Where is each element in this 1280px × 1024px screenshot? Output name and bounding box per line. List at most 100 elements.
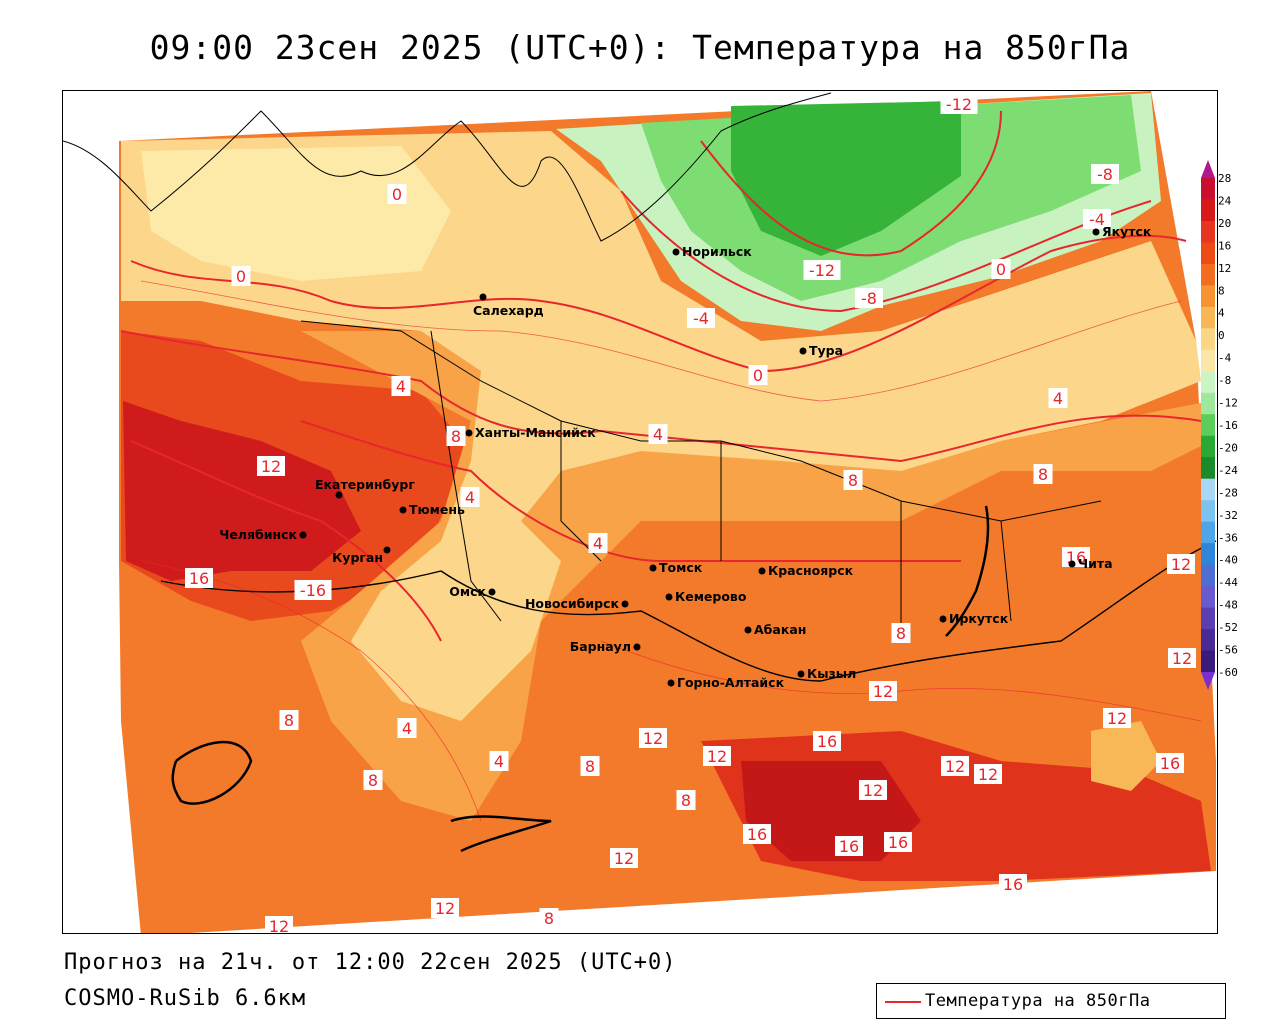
city-label: Иркутск (949, 611, 1009, 626)
colorbar-tick-label: 12 (1218, 262, 1231, 275)
city-label: Чита (1078, 556, 1113, 571)
city-label: Тура (809, 343, 843, 358)
city-marker[interactable]: Иркутск (939, 611, 1009, 626)
city-marker[interactable]: Курган (332, 546, 391, 566)
colorbar-tick-label: 24 (1218, 194, 1232, 207)
country-border (160, 540, 1217, 682)
lake-baikal (945, 505, 990, 637)
contour-label: 12 (869, 681, 897, 701)
svg-text:4: 4 (653, 425, 663, 444)
city-marker[interactable]: Томск (649, 560, 703, 575)
city-marker[interactable]: Салехард (473, 293, 544, 319)
contour-label: 12 (703, 746, 731, 766)
contour-label: -4 (687, 308, 715, 328)
colorbar-tick-label: 4 (1218, 307, 1225, 320)
colorbar-tick-label: 20 (1218, 217, 1231, 230)
contour-label: 12 (431, 898, 459, 918)
contour-label: 4 (1048, 388, 1068, 408)
svg-text:12: 12 (707, 747, 727, 766)
svg-text:16: 16 (189, 569, 209, 588)
city-marker[interactable]: Барнаул (570, 639, 641, 654)
city-marker[interactable]: Омск (449, 584, 496, 599)
city-dot (744, 626, 752, 634)
colorbar-tick-label: -4 (1218, 352, 1232, 365)
colorbar-cell (1201, 414, 1215, 437)
contour-label: 8 (891, 623, 911, 643)
city-label: Омск (449, 584, 486, 599)
colorbar-tick-label: 16 (1218, 239, 1231, 252)
city-dot (479, 293, 487, 301)
city-label: Курган (332, 550, 383, 565)
colorbar-cell (1201, 478, 1215, 501)
city-dot (1092, 228, 1100, 236)
contour-label: -4 (1083, 209, 1111, 229)
colorbar-cell (1201, 178, 1215, 200)
svg-text:16: 16 (747, 825, 767, 844)
colorbar-cell (1201, 521, 1215, 544)
contour-label: 12 (974, 764, 1002, 784)
city-label: Салехард (473, 303, 544, 318)
contour-label: 12 (1103, 708, 1131, 728)
city-marker[interactable]: Красноярск (758, 563, 854, 578)
city-label: Тюмень (409, 502, 465, 517)
svg-text:12: 12 (1171, 555, 1191, 574)
city-label: Горно-Алтайск (677, 675, 785, 690)
svg-text:16: 16 (817, 732, 837, 751)
city-marker[interactable]: Абакан (744, 622, 807, 637)
city-marker[interactable]: Новосибирск (525, 596, 629, 611)
svg-text:16: 16 (1003, 875, 1023, 894)
contour-label: 12 (639, 728, 667, 748)
city-marker[interactable]: Норильск (672, 244, 753, 259)
svg-text:12: 12 (643, 729, 663, 748)
svg-text:4: 4 (396, 377, 406, 396)
city-marker[interactable]: Тюмень (399, 502, 466, 517)
page-title: 09:00 23сен 2025 (UTC+0): Температура на… (149, 28, 1131, 67)
city-marker[interactable]: Чита (1068, 556, 1113, 571)
colorbar-tick-label: -52 (1218, 621, 1238, 634)
svg-text:12: 12 (269, 917, 289, 934)
city-marker[interactable]: Якутск (1092, 224, 1152, 239)
contour-label: 0 (991, 259, 1011, 279)
city-label: Барнаул (570, 639, 631, 654)
coastline (63, 92, 832, 242)
contour-label: 8 (446, 426, 466, 446)
contour-label: -8 (1091, 164, 1119, 184)
city-dot (621, 600, 629, 608)
city-marker[interactable]: Кемерово (665, 589, 747, 604)
city-marker[interactable]: Кызыл (797, 666, 857, 681)
contour-label: -12 (940, 94, 978, 114)
city-label: Томск (659, 560, 703, 575)
svg-text:12: 12 (873, 682, 893, 701)
temperature-map[interactable]: -12 -8 -4 -12 -8 0 0 0 -4 0 4 4 8 4 4 4 8 8 12 16 -16 16 8 8 4 4 8… (62, 90, 1218, 934)
contour-label: 4 (391, 376, 411, 396)
colorbar-cell (1201, 435, 1215, 458)
contour-label: 4 (648, 424, 668, 444)
city-dot (633, 643, 641, 651)
contour-labels: -12 -8 -4 -12 -8 0 0 0 -4 0 4 4 8 4 4 4 8 8 12 16 -16 16 8 8 4 4 8… (185, 94, 1196, 934)
svg-text:12: 12 (261, 457, 281, 476)
city-dot (299, 531, 307, 539)
city-label: Якутск (1102, 224, 1152, 239)
colorbar-cell (1201, 263, 1215, 286)
city-marker[interactable]: Челябинск (219, 527, 307, 542)
city-marker[interactable]: Горно-Алтайск (667, 675, 785, 690)
svg-text:-12: -12 (809, 261, 835, 280)
contour-label: -12 (803, 260, 841, 280)
city-marker[interactable]: Тура (799, 343, 844, 358)
colorbar-cell (1201, 586, 1215, 609)
region-borders (300, 320, 1102, 641)
colorbar-cell (1201, 650, 1215, 673)
city-marker[interactable]: Ханты-Мансийск (465, 425, 597, 440)
city-dot (667, 679, 675, 687)
city-dot (399, 506, 407, 514)
colorbar-tick-label: -56 (1218, 644, 1238, 657)
contour-label: 8 (580, 756, 600, 776)
city-dot (335, 491, 343, 499)
contour-label: 8 (1033, 464, 1053, 484)
contour-label: 16 (743, 824, 771, 844)
field-cold-core (731, 101, 961, 256)
contour-label: 4 (489, 751, 509, 771)
city-dot (665, 593, 673, 601)
colorbar-tick-label: -20 (1218, 441, 1238, 454)
city-marker[interactable]: Екатеринбург (315, 477, 415, 499)
